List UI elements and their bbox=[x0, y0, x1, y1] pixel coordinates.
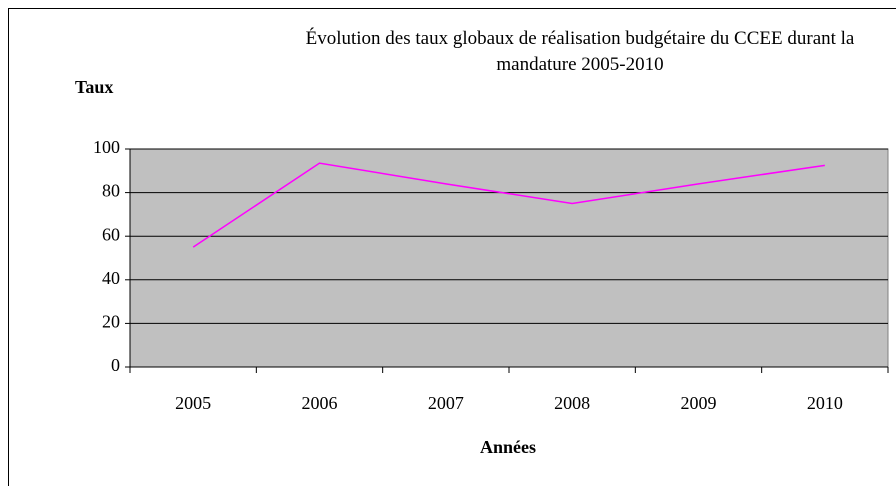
line bbox=[192, 162, 825, 248]
y-tick-label: 20 bbox=[102, 312, 120, 332]
y-tick-label: 60 bbox=[102, 224, 120, 244]
y-tick-label: 40 bbox=[102, 268, 120, 288]
x-tick-label: 2010 bbox=[807, 393, 843, 413]
y-tick-label: 0 bbox=[111, 355, 120, 375]
chart-title: Évolution des taux globaux de réalisatio… bbox=[305, 28, 855, 75]
x-tick-label: 2005 bbox=[175, 393, 211, 413]
x-tick-label: 2006 bbox=[302, 393, 338, 413]
x-axis-label: Années bbox=[480, 437, 536, 457]
x-tick-label: 2007 bbox=[428, 393, 464, 413]
y-tick-label: 80 bbox=[102, 181, 120, 201]
x-tick-label: 2009 bbox=[681, 393, 717, 413]
x-tick-label: 2008 bbox=[554, 393, 590, 413]
y-tick-label: 100 bbox=[93, 137, 120, 157]
plot-area bbox=[129, 148, 889, 368]
y-axis-label: Taux bbox=[75, 77, 113, 97]
